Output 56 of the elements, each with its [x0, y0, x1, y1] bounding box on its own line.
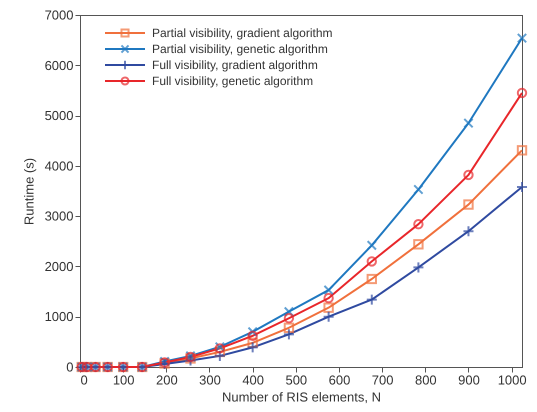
x-axis-title: Number of RIS elements, N	[222, 390, 381, 404]
point	[247, 338, 258, 348]
y-tick-label: 5000	[44, 108, 74, 124]
x-tick-label: 300	[199, 372, 221, 388]
y-tick-label: 1000	[44, 309, 74, 324]
point	[214, 346, 226, 358]
point	[463, 170, 474, 180]
point	[462, 225, 474, 238]
y-tick-label: 6000	[44, 58, 74, 73]
point	[413, 219, 424, 230]
x-tick-label: 200	[156, 372, 178, 388]
point	[323, 292, 334, 304]
point	[413, 239, 424, 250]
point	[284, 322, 294, 333]
x-tick-label: 600	[328, 372, 350, 388]
point	[284, 313, 294, 324]
point	[214, 350, 226, 362]
point	[516, 180, 528, 193]
point	[366, 274, 377, 284]
x-tick-label: 400	[242, 372, 264, 388]
legend-label: Full visibility, genetic algorithm	[152, 74, 314, 88]
point	[246, 341, 259, 354]
point	[284, 306, 294, 317]
y-tick-label: 4000	[44, 158, 74, 174]
y-axis-title: Runtime (s)	[22, 158, 37, 226]
legend-label: Partial visibility, genetic algorithm	[152, 42, 328, 56]
x-tick-label: 900	[458, 372, 480, 388]
point	[282, 328, 295, 340]
point	[366, 256, 377, 267]
point	[322, 310, 335, 323]
x-tick-label: 100	[112, 372, 135, 388]
y-tick-label: 3000	[44, 208, 74, 224]
point	[184, 354, 197, 366]
x-tick-label: 0	[80, 372, 88, 388]
y-tick-label: 2000	[44, 258, 74, 274]
point	[463, 199, 474, 210]
point	[247, 330, 258, 341]
point	[516, 32, 528, 44]
legend-label: Full visibility, gradient algorithm	[152, 58, 318, 72]
y-tick-label: 7000	[44, 8, 74, 22]
point	[323, 284, 334, 296]
point	[323, 302, 334, 313]
x-tick-label: 500	[285, 372, 308, 388]
point	[366, 294, 378, 306]
x-tick-label: 800	[414, 372, 437, 388]
x-tick-label: 700	[372, 372, 394, 388]
y-tick-label: 0	[66, 360, 74, 374]
point	[412, 261, 424, 274]
legend-label: Partial visibility, gradient algorithm	[152, 26, 333, 40]
point	[516, 145, 528, 156]
x-tick-label: 1000	[498, 372, 527, 388]
point	[413, 184, 424, 195]
point	[463, 118, 474, 128]
point	[516, 88, 528, 98]
point	[247, 326, 258, 337]
point	[366, 240, 377, 250]
